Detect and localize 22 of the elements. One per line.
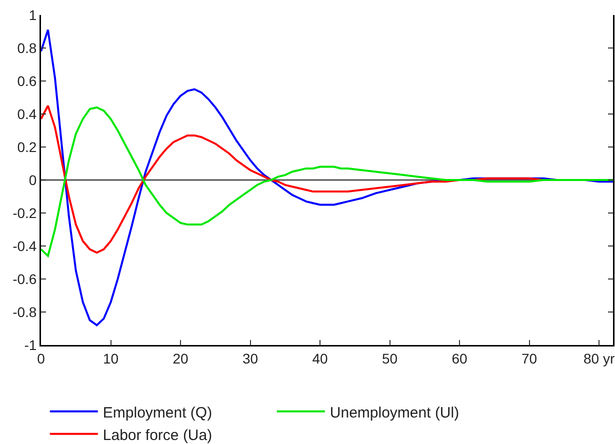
y-tick-label: 0.4	[17, 106, 37, 122]
legend-label: Employment (Q)	[102, 404, 212, 422]
y-tick-label: -0.8	[12, 304, 37, 320]
x-tick-label: 40	[312, 350, 328, 366]
y-tick-label: 0.2	[17, 138, 37, 155]
y-tick-label: -0.2	[12, 204, 37, 221]
x-tick-label: 30	[242, 350, 258, 366]
x-tick-label: 50	[382, 350, 398, 366]
legend-label: Unemployment (Ul)	[330, 404, 460, 422]
x-tick-label: 20	[172, 350, 189, 366]
y-tick-label: 1	[28, 6, 37, 23]
legend-label: Labor force (Ua)	[102, 426, 212, 444]
x-tick-label: 10	[102, 350, 119, 366]
y-tick-label: 0.8	[17, 40, 37, 56]
y-tick-label: -0.4	[12, 238, 37, 254]
y-tick-label: -0.6	[12, 270, 37, 287]
y-tick-label: -1	[24, 336, 37, 353]
x-tick-label: 80 yr	[583, 350, 615, 366]
x-tick-label: 70	[522, 350, 538, 366]
y-tick-label: 0	[28, 172, 37, 188]
y-tick-label: 0.6	[17, 72, 37, 89]
x-tick-label: 60	[452, 350, 468, 366]
